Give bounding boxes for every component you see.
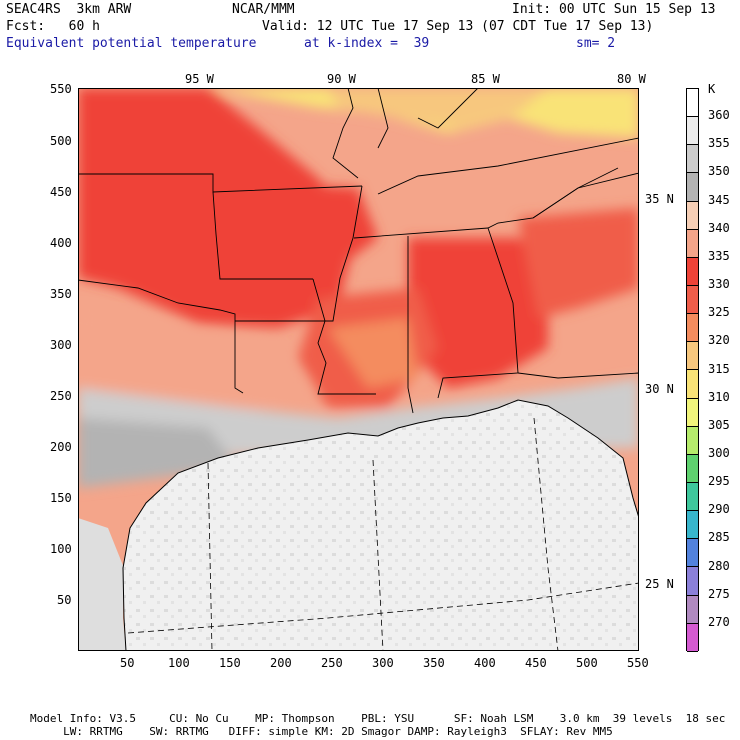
colorbar-swatch	[687, 285, 698, 315]
colorbar-swatch	[687, 314, 698, 343]
colorbar-label: 290	[708, 502, 730, 517]
y-tick: 50	[57, 593, 72, 607]
organization: NCAR/MMM	[232, 2, 295, 17]
y-tick: 450	[50, 185, 72, 199]
colorbar-swatch	[687, 342, 698, 371]
colorbar-label: 275	[708, 586, 730, 601]
colorbar-label: 310	[708, 389, 730, 404]
colorbar-swatch	[687, 482, 698, 512]
latlon-grid	[127, 417, 639, 651]
y-tick: 200	[50, 440, 72, 454]
model-info-line2: LW: RRTMG SW: RRTMG DIFF: simple KM: 2D …	[30, 725, 613, 738]
x-tick: 500	[576, 656, 598, 670]
x-tick: 100	[168, 656, 190, 670]
x-tick: 250	[321, 656, 343, 670]
state-boundaries	[78, 88, 639, 414]
lat-label-25n: 25 N	[645, 577, 674, 591]
colorbar-swatch	[687, 511, 698, 540]
lon-label-80w: 80 W	[617, 72, 646, 86]
lon-label-90w: 90 W	[327, 72, 356, 86]
colorbar-swatch	[687, 595, 698, 624]
colorbar	[686, 88, 699, 652]
colorbar-label: 300	[708, 445, 730, 460]
colorbar-label: 350	[708, 164, 730, 179]
y-tick: 350	[50, 287, 72, 301]
model-name: SEAC4RS 3km ARW	[6, 2, 132, 17]
forecast-hour: Fcst: 60 h	[6, 19, 100, 34]
colorbar-swatch	[687, 567, 698, 596]
colorbar-swatch	[687, 229, 698, 258]
colorbar-label: 340	[708, 220, 730, 235]
coastline	[122, 399, 639, 651]
x-tick: 400	[474, 656, 496, 670]
colorbar-label: 285	[708, 530, 730, 545]
colorbar-swatch	[687, 145, 698, 174]
smoothing-info: sm= 2	[576, 36, 616, 51]
colorbar-unit: K	[708, 82, 716, 96]
colorbar-label: 320	[708, 333, 730, 348]
x-tick: 350	[423, 656, 445, 670]
colorbar-label: 345	[708, 192, 730, 207]
valid-time: Valid: 12 UTC Tue 17 Sep 13 (07 CDT Tue …	[262, 19, 654, 34]
model-info-line1: Model Info: V3.5 CU: No Cu MP: Thompson …	[30, 712, 726, 725]
colorbar-swatch	[687, 89, 698, 118]
y-tick: 550	[50, 82, 72, 96]
colorbar-swatch	[687, 539, 698, 568]
lat-label-30n: 30 N	[645, 382, 674, 396]
x-tick: 150	[219, 656, 241, 670]
init-time: Init: 00 UTC Sun 15 Sep 13	[512, 2, 716, 17]
x-tick: 200	[270, 656, 292, 670]
x-tick: 450	[525, 656, 547, 670]
colorbar-label: 315	[708, 361, 730, 376]
colorbar-swatch	[687, 426, 698, 455]
y-tick: 500	[50, 134, 72, 148]
colorbar-label: 295	[708, 474, 730, 489]
colorbar-label: 335	[708, 248, 730, 263]
colorbar-swatch	[687, 257, 698, 286]
y-tick: 250	[50, 389, 72, 403]
colorbar-label: 330	[708, 277, 730, 292]
level-info: at k-index = 39	[304, 36, 430, 51]
gulf-of-mexico	[123, 400, 639, 651]
y-tick: 300	[50, 338, 72, 352]
field-name: Equivalent potential temperature	[6, 36, 257, 51]
lon-label-95w: 95 W	[185, 72, 214, 86]
y-tick: 100	[50, 542, 72, 556]
colorbar-swatch	[687, 117, 698, 146]
y-tick: 150	[50, 491, 72, 505]
colorbar-swatch	[687, 454, 698, 483]
lon-label-85w: 85 W	[471, 72, 500, 86]
colorbar-label: 325	[708, 305, 730, 320]
x-tick: 50	[120, 656, 135, 670]
colorbar-swatch	[687, 623, 698, 652]
lat-label-35n: 35 N	[645, 192, 674, 206]
colorbar-swatch	[687, 398, 698, 427]
equivalent-potential-temperature-map	[78, 88, 639, 651]
colorbar-label: 280	[708, 558, 730, 573]
colorbar-label: 360	[708, 108, 730, 123]
colorbar-swatch	[687, 173, 698, 202]
colorbar-label: 305	[708, 417, 730, 432]
colorbar-swatch	[687, 201, 698, 230]
y-tick: 400	[50, 236, 72, 250]
colorbar-label: 355	[708, 136, 730, 151]
x-tick: 300	[372, 656, 394, 670]
colorbar-swatch	[687, 370, 698, 399]
colorbar-label: 270	[708, 614, 730, 629]
x-tick: 550	[627, 656, 649, 670]
